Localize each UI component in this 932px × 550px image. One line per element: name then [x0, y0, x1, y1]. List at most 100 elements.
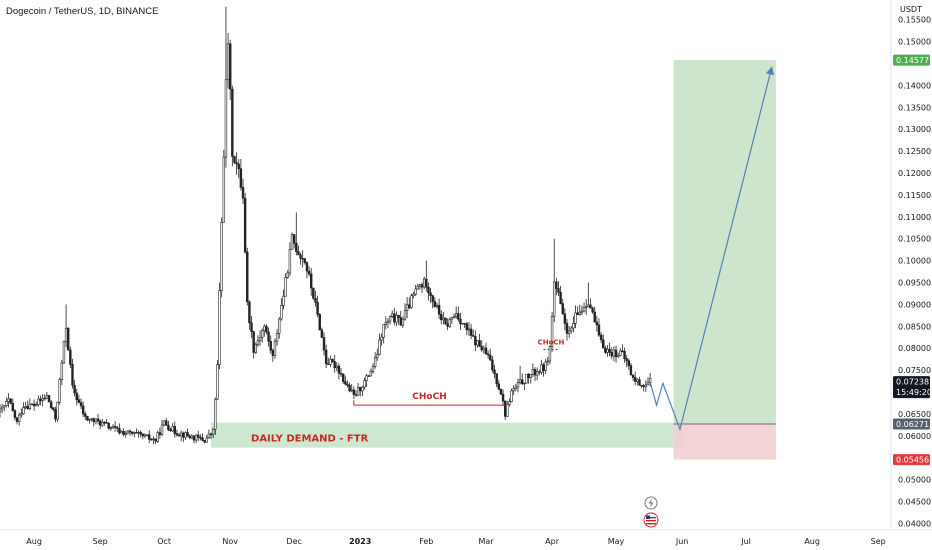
candle — [348, 382, 351, 393]
daily-demand-ftr-zone[interactable] — [211, 422, 683, 448]
candle — [621, 344, 624, 353]
candle — [111, 424, 115, 430]
candle — [256, 335, 260, 348]
candle — [278, 317, 281, 339]
price-tick-label: 0.08000 — [898, 344, 931, 353]
time-tick-label: May — [608, 537, 625, 546]
candle — [510, 388, 513, 403]
candle — [32, 399, 36, 411]
candle — [179, 430, 183, 441]
candle — [235, 152, 238, 175]
candle — [597, 318, 601, 337]
candle — [177, 432, 181, 438]
price-tick-label: 0.06500 — [898, 410, 931, 419]
candle — [546, 356, 550, 366]
target-zone[interactable] — [673, 60, 776, 424]
candle — [506, 400, 509, 417]
candle — [171, 423, 174, 432]
candle — [580, 305, 584, 316]
candle — [226, 32, 230, 89]
candle — [182, 431, 185, 443]
candle — [535, 367, 539, 381]
candle — [52, 407, 55, 412]
candle — [47, 395, 51, 403]
candle — [109, 426, 113, 431]
candle — [231, 85, 234, 167]
stop-zone[interactable] — [673, 423, 776, 460]
candle — [518, 365, 522, 385]
candle — [98, 419, 102, 430]
candle — [450, 316, 454, 324]
candle — [295, 212, 298, 256]
candle — [599, 332, 603, 344]
candle — [216, 359, 219, 400]
candle — [427, 282, 430, 301]
price-tick-label: 0.15500 — [898, 16, 931, 25]
candle — [533, 367, 537, 382]
candle — [116, 425, 119, 433]
candle — [444, 317, 447, 325]
candle — [267, 327, 270, 347]
time-axis: Aug Sep Oct Nov Dec 2023 Feb Mar Apr May Jun Jul Aug… — [26, 537, 885, 546]
candle — [186, 428, 189, 437]
candle — [84, 411, 87, 420]
candle — [542, 362, 545, 377]
candle — [608, 342, 611, 357]
candle — [199, 434, 202, 441]
choch-small-label: CHoCH — [538, 339, 565, 347]
candle — [602, 334, 605, 349]
us-flag-icon[interactable] — [643, 512, 659, 528]
candle — [555, 277, 558, 296]
candle — [412, 291, 415, 299]
candle — [67, 327, 70, 351]
candle — [310, 267, 313, 296]
candle — [69, 346, 72, 369]
candle — [391, 310, 394, 318]
candle — [584, 299, 588, 315]
lightning-icon[interactable] — [644, 496, 658, 510]
candle — [79, 398, 83, 409]
candle — [333, 354, 336, 373]
candle — [73, 380, 76, 397]
candle — [122, 428, 125, 437]
candle — [322, 332, 326, 356]
candle — [207, 429, 211, 439]
candle — [634, 371, 637, 386]
candle — [629, 363, 633, 376]
time-tick-label: Mar — [478, 537, 494, 546]
time-tick-label: Aug — [26, 537, 42, 546]
candle — [3, 405, 6, 412]
candle — [184, 431, 187, 441]
candle — [344, 375, 347, 386]
candle — [192, 435, 196, 444]
candle — [318, 313, 321, 331]
candle — [538, 369, 541, 376]
price-tick-label: 0.04500 — [898, 498, 931, 507]
candle — [312, 287, 315, 301]
time-tick-label: Jul — [740, 537, 751, 546]
candle — [288, 242, 292, 277]
candle — [463, 322, 466, 328]
candle — [619, 348, 622, 357]
candle — [15, 417, 19, 425]
projection-path — [649, 66, 775, 432]
candle — [190, 434, 194, 440]
candle — [305, 261, 309, 279]
candle — [529, 374, 532, 384]
candle — [329, 355, 332, 368]
candle — [77, 394, 81, 404]
currency-label: USDT — [900, 5, 922, 14]
price-tick-label: 0.10000 — [898, 257, 931, 266]
candle — [578, 304, 581, 316]
candles-layer — [0, 6, 652, 445]
candle — [214, 397, 217, 436]
candle — [478, 333, 481, 348]
price-tick-label: 0.15000 — [898, 38, 931, 47]
price-tick-label: 0.11000 — [898, 213, 931, 222]
candle — [120, 430, 123, 434]
candle — [124, 430, 127, 438]
candle — [271, 348, 275, 362]
candle — [459, 312, 462, 330]
candle — [233, 155, 236, 165]
